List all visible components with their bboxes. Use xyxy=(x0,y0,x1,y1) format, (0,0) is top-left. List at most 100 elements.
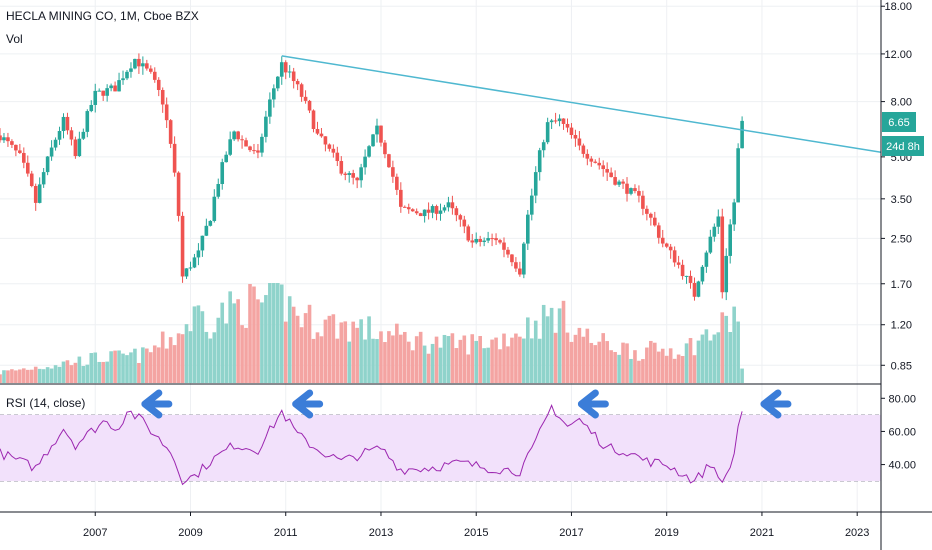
volume-bar xyxy=(61,361,66,383)
volume-bar xyxy=(208,338,213,383)
volume-bar xyxy=(25,369,30,383)
volume-bar xyxy=(204,331,209,383)
volume-bar xyxy=(315,332,320,383)
candle-body xyxy=(684,275,689,277)
volume-bar xyxy=(406,341,411,383)
volume-bar xyxy=(117,350,121,383)
volume-bar xyxy=(184,324,189,383)
volume-bar xyxy=(156,347,161,383)
candle-body xyxy=(438,210,443,214)
candle-body xyxy=(33,186,38,203)
volume-bar xyxy=(363,339,367,383)
candle-body xyxy=(180,215,185,277)
volume-bar xyxy=(85,364,90,383)
candle-body xyxy=(216,184,221,197)
volume-bar xyxy=(450,333,455,383)
candle-body xyxy=(672,250,677,263)
candle-body xyxy=(315,129,320,134)
volume-bar xyxy=(69,365,74,383)
volume-bar xyxy=(49,368,54,383)
volume-bars xyxy=(0,283,744,383)
volume-bar xyxy=(645,347,649,383)
candle-body xyxy=(569,127,574,136)
volume-bar xyxy=(553,332,558,383)
volume-label: Vol xyxy=(6,32,23,46)
candle-body xyxy=(609,172,613,178)
candle-body xyxy=(192,257,197,268)
volume-bar xyxy=(387,331,391,383)
volume-bar xyxy=(664,355,669,383)
candle-body xyxy=(29,173,34,187)
candle-body xyxy=(577,138,582,146)
volume-bar xyxy=(283,321,288,383)
candle-body xyxy=(740,120,744,149)
volume-bar xyxy=(716,332,721,383)
candle-body xyxy=(275,76,280,89)
candle-body xyxy=(537,150,542,173)
candle-body xyxy=(61,116,66,132)
candle-body xyxy=(204,225,209,236)
volume-bar xyxy=(383,342,387,383)
volume-bar xyxy=(244,327,248,383)
candle-body xyxy=(692,282,697,297)
time-tick-label: 2015 xyxy=(464,527,488,539)
volume-bar xyxy=(589,342,594,383)
price-tag: 6.65 24d 8h xyxy=(882,112,924,156)
volume-bar xyxy=(704,329,709,383)
candle-body xyxy=(188,267,193,269)
candle-body xyxy=(696,281,701,297)
candle-body xyxy=(291,71,296,82)
volume-bar xyxy=(291,306,296,383)
volume-bar xyxy=(323,319,328,383)
price-tag-value: 6.65 xyxy=(888,117,909,129)
candle-body xyxy=(129,68,133,72)
candle-body xyxy=(339,161,344,174)
candle-body xyxy=(557,118,562,122)
volume-bar xyxy=(494,337,498,383)
volume-bar xyxy=(89,353,94,383)
volume-bar xyxy=(708,340,713,383)
volume-bar xyxy=(101,361,105,383)
candle-body xyxy=(573,135,578,139)
candle-body xyxy=(196,250,201,258)
candle-body xyxy=(323,136,328,145)
candle-body xyxy=(93,90,98,105)
time-tick-label: 2019 xyxy=(654,527,678,539)
candle-body xyxy=(589,158,594,162)
volume-bar xyxy=(506,346,510,383)
candle-body xyxy=(708,236,713,253)
candle-body xyxy=(434,206,439,214)
volume-bar xyxy=(260,302,264,383)
time-tick-label: 2021 xyxy=(750,527,774,539)
volume-bar xyxy=(561,300,566,383)
volume-bar xyxy=(522,338,526,383)
candle-body xyxy=(652,217,657,226)
candle-body xyxy=(224,154,229,163)
volume-bar xyxy=(426,353,431,383)
candle-body xyxy=(49,147,54,157)
candle-body xyxy=(283,62,288,73)
candle-body xyxy=(510,254,514,263)
volume-bar xyxy=(141,347,145,383)
volume-bar xyxy=(125,355,129,383)
volume-bar xyxy=(256,299,260,383)
volume-bar xyxy=(192,306,197,383)
candle-body xyxy=(85,111,90,132)
volume-bar xyxy=(172,345,177,383)
volume-bar xyxy=(526,317,530,383)
volume-bar xyxy=(668,348,673,383)
candle-body xyxy=(526,214,530,244)
candle-body xyxy=(549,120,554,123)
candle-body xyxy=(200,235,205,251)
candle-body xyxy=(712,226,717,237)
volume-bar xyxy=(402,331,407,383)
volume-bar xyxy=(212,332,217,383)
candle-body xyxy=(272,88,276,100)
candle-body xyxy=(172,143,177,173)
volume-bar xyxy=(470,334,475,383)
candle-body xyxy=(506,249,510,255)
volume-bar xyxy=(462,335,467,383)
volume-bar xyxy=(137,362,141,383)
volume-bar xyxy=(279,284,284,383)
